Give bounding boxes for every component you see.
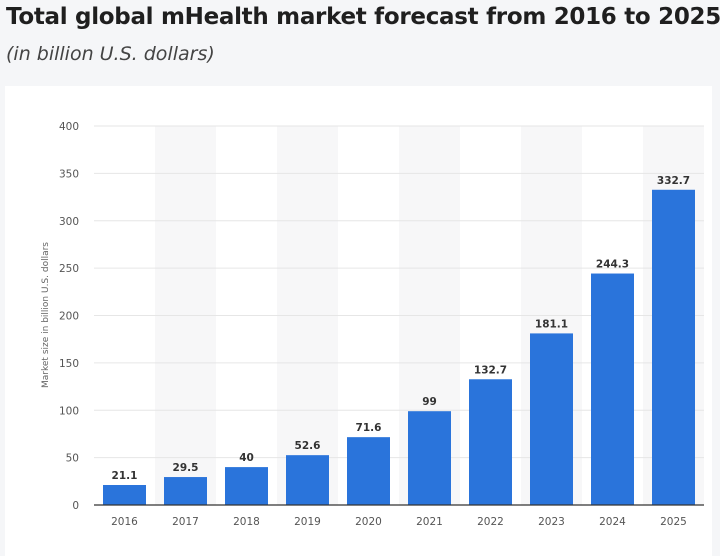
data-label: 132.7: [474, 364, 507, 376]
x-tick-label: 2021: [416, 516, 443, 528]
bar-2020: [347, 437, 390, 505]
data-label: 71.6: [356, 422, 382, 434]
y-tick-label: 50: [66, 453, 79, 465]
bar-2018: [225, 467, 268, 505]
y-tick-label: 400: [59, 121, 79, 133]
bar-2022: [469, 379, 512, 505]
data-label: 52.6: [295, 440, 321, 452]
data-label: 99: [422, 396, 437, 408]
data-label: 29.5: [173, 462, 199, 474]
y-axis-label: Market size in billion U.S. dollars: [41, 242, 51, 388]
x-tick-label: 2024: [599, 516, 626, 528]
bar-2019: [286, 455, 329, 505]
x-tick-label: 2022: [477, 516, 504, 528]
y-tick-label: 100: [59, 405, 79, 417]
chart-subtitle: (in billion U.S. dollars): [6, 43, 215, 65]
y-tick-label: 350: [59, 168, 79, 180]
bar-chart: 0 50 100 150 200 250 300 350 400 21.1 2016 29.5 2017…: [41, 121, 704, 528]
data-label: 244.3: [596, 259, 629, 271]
bar-2025: [652, 189, 695, 505]
y-tick-label: 200: [59, 311, 79, 323]
bar-2017: [164, 477, 207, 505]
x-tick-label: 2019: [294, 516, 321, 528]
data-label: 181.1: [535, 318, 568, 330]
bar-2024: [591, 273, 634, 505]
chart-title: Total global mHealth market forecast fro…: [6, 4, 720, 30]
data-label: 40: [239, 452, 254, 464]
y-tick-label: 250: [59, 263, 79, 275]
data-label: 21.1: [112, 470, 138, 482]
x-tick-label: 2020: [355, 516, 382, 528]
x-tick-label: 2017: [172, 516, 199, 528]
x-tick-label: 2023: [538, 516, 565, 528]
bar-2016: [103, 485, 146, 505]
bar-2021: [408, 411, 451, 505]
y-tick-label: 300: [59, 216, 79, 228]
y-tick-label: 150: [59, 358, 79, 370]
x-tick-label: 2025: [660, 516, 687, 528]
bar-2023: [530, 333, 573, 505]
x-tick-label: 2018: [233, 516, 260, 528]
y-tick-label: 0: [72, 500, 79, 512]
data-label: 332.7: [657, 175, 690, 187]
x-tick-label: 2016: [111, 516, 138, 528]
